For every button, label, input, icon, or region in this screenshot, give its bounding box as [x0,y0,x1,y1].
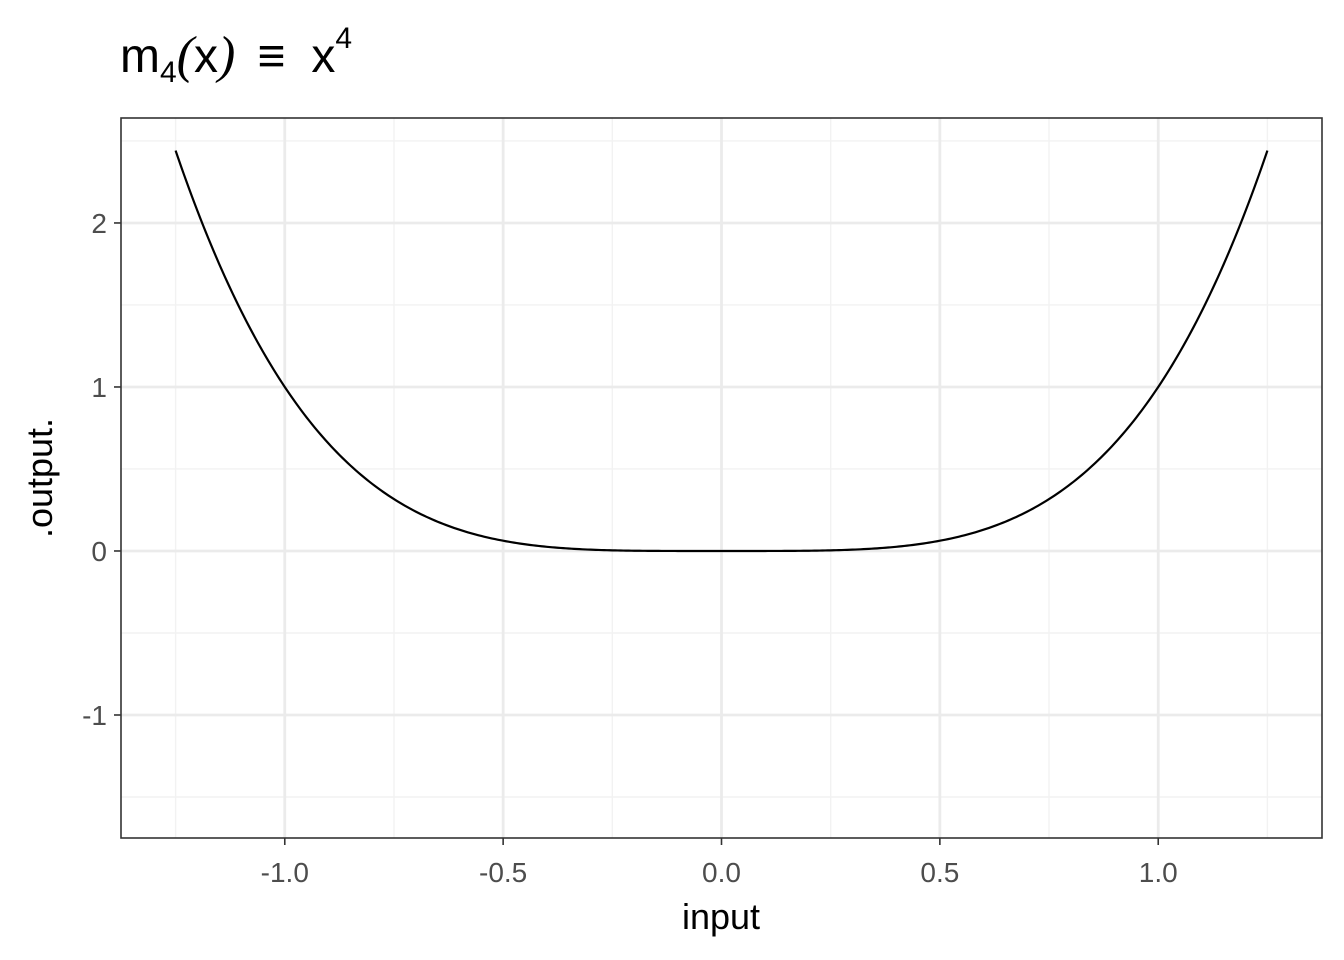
x-tick-label: -1.0 [261,857,309,888]
chart-title: m4(x) ≡ x4 [120,22,352,89]
y-tick-label: 0 [91,536,107,567]
title-symbol: ≡ [257,30,285,83]
x-tick-label: 0.0 [702,857,741,888]
x-tick-label: -0.5 [479,857,527,888]
y-tick-label: -1 [82,700,107,731]
x-tick-label: 0.5 [920,857,959,888]
x-axis-title: input [682,896,760,937]
title-superscript: 4 [335,22,352,55]
y-axis: -1 0 1 2 [82,208,121,731]
title-subscript: 4 [160,56,177,89]
grid-major [121,118,1322,838]
title-argument: x [194,30,218,83]
x-tick-label: 1.0 [1139,857,1178,888]
y-tick-label: 2 [91,208,107,239]
title-function: m [120,30,160,83]
y-axis-title: .output. [19,418,60,538]
y-tick-label: 1 [91,372,107,403]
series-layer [174,150,1269,553]
x-axis: -1.0 -0.5 0.0 0.5 1.0 [261,838,1178,888]
series-line-x4 [174,150,1269,553]
title-base: x [311,30,335,83]
